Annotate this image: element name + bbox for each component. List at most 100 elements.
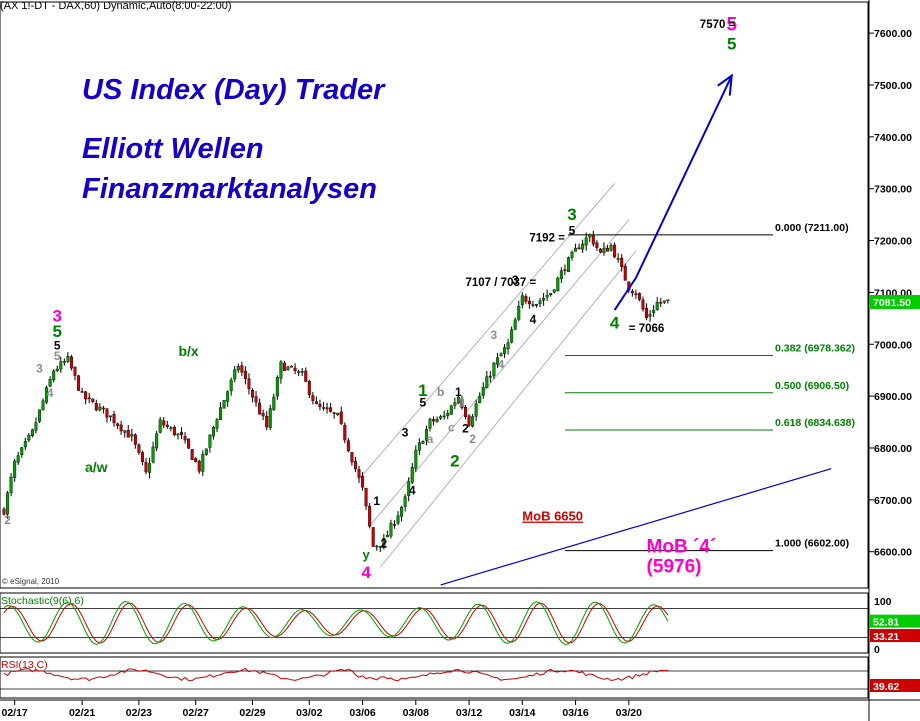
candlesticks xyxy=(2,230,670,553)
candle-body xyxy=(353,460,357,470)
candle-body xyxy=(87,397,91,400)
candle-body xyxy=(27,435,31,441)
candle-body xyxy=(304,370,308,382)
candle-body xyxy=(300,371,304,373)
time-tick-label: 02/17 xyxy=(2,707,28,719)
price-tick-label: 6700.00 xyxy=(874,495,912,507)
rsi-value: 39.62 xyxy=(873,681,899,693)
time-tick-label: 02/21 xyxy=(69,707,95,719)
candle-body xyxy=(616,258,620,260)
candle-body xyxy=(613,244,617,258)
candle-body xyxy=(219,407,223,420)
wave-label: 4 xyxy=(361,563,371,582)
candle-body xyxy=(123,430,127,433)
price-tick-label: 7200.00 xyxy=(874,236,912,248)
candle-body xyxy=(634,293,638,295)
candle-body xyxy=(471,416,475,427)
candle-body xyxy=(393,524,397,526)
wave-label: 1 xyxy=(418,381,427,400)
candle-body xyxy=(464,407,468,418)
wave-label: 3 xyxy=(567,205,576,224)
candle-body xyxy=(517,306,521,320)
wave-label: a xyxy=(427,432,434,446)
candle-body xyxy=(385,535,389,538)
candle-body xyxy=(467,415,471,426)
candle-body xyxy=(116,423,120,426)
candle-body xyxy=(194,458,198,462)
candle-body xyxy=(45,387,49,403)
candle-body xyxy=(226,391,230,402)
time-tick-label: 03/20 xyxy=(616,707,642,719)
candle-body xyxy=(524,296,528,302)
candle-body xyxy=(637,293,641,300)
candle-body xyxy=(84,391,88,400)
candle-body xyxy=(318,403,322,407)
time-tick-label: 02/27 xyxy=(183,707,209,719)
current-price-box xyxy=(870,295,920,310)
price-tick-label: 6900.00 xyxy=(874,391,912,403)
candle-body xyxy=(542,297,546,301)
wave-label: 4 xyxy=(530,313,537,327)
candle-body xyxy=(577,247,581,250)
candle-body xyxy=(535,304,539,306)
candle-body xyxy=(439,416,443,419)
candle-body xyxy=(357,469,361,478)
candle-body xyxy=(410,466,414,483)
candle-body xyxy=(204,448,208,455)
candle-body xyxy=(94,403,98,411)
candle-body xyxy=(197,460,201,472)
wave-label: 2 xyxy=(4,513,11,527)
candle-body xyxy=(66,355,70,362)
stoch-d-line xyxy=(3,602,669,644)
wave-label: b/x xyxy=(178,343,198,359)
candle-body xyxy=(13,460,17,478)
price-tick-label: 6600.00 xyxy=(874,547,912,559)
wave-label: 5 xyxy=(727,35,736,54)
candle-body xyxy=(474,403,478,417)
wave-label: 5 xyxy=(53,322,62,341)
watermark-line-3: Finanzmarktanalysen xyxy=(82,173,377,205)
candle-body xyxy=(407,481,411,496)
channel-line-lower xyxy=(379,250,637,568)
price-tick-label: 6800.00 xyxy=(874,443,912,455)
time-axis-labels: 02/17 02/21 02/23 02/27 02/29 03/02 03/06 03/08… xyxy=(2,700,642,719)
candle-body xyxy=(513,319,517,330)
long-trendline xyxy=(440,468,832,586)
candle-body xyxy=(588,234,592,238)
wave-label: 2 xyxy=(450,452,459,471)
candle-body xyxy=(545,295,549,298)
price-annotation: 7107 / 7037 = xyxy=(466,277,537,289)
candle-body xyxy=(222,400,226,409)
candle-body xyxy=(247,378,251,390)
candle-body xyxy=(606,247,610,252)
rsi-value-box xyxy=(870,679,920,692)
candle-body xyxy=(162,420,166,426)
candle-body xyxy=(527,300,531,305)
wave-label: 5 xyxy=(54,338,61,352)
candle-body xyxy=(652,309,656,314)
candle-body xyxy=(623,265,627,281)
candle-body xyxy=(336,412,340,415)
candle-body xyxy=(322,407,326,409)
candle-body xyxy=(243,370,247,379)
price-annotation: 7570 = xyxy=(700,19,736,31)
price-annotation: = 7066 xyxy=(629,323,665,335)
candle-body xyxy=(495,357,499,365)
candle-body xyxy=(290,366,294,368)
candle-body xyxy=(314,401,318,405)
candle-body xyxy=(421,441,425,444)
candle-body xyxy=(368,505,372,527)
candle-body xyxy=(9,476,13,493)
candle-body xyxy=(183,436,187,441)
candle-body xyxy=(570,251,574,258)
candle-body xyxy=(361,475,365,488)
projection-arrowhead xyxy=(717,73,733,96)
candle-body xyxy=(396,515,400,524)
time-tick-label: 03/08 xyxy=(403,707,429,719)
candle-body xyxy=(52,370,56,381)
price-tick-label: 7000.00 xyxy=(874,339,912,351)
candle-body xyxy=(16,455,20,463)
candle-body xyxy=(201,454,205,472)
candle-body xyxy=(38,409,42,422)
time-tick-label: 03/02 xyxy=(296,707,322,719)
